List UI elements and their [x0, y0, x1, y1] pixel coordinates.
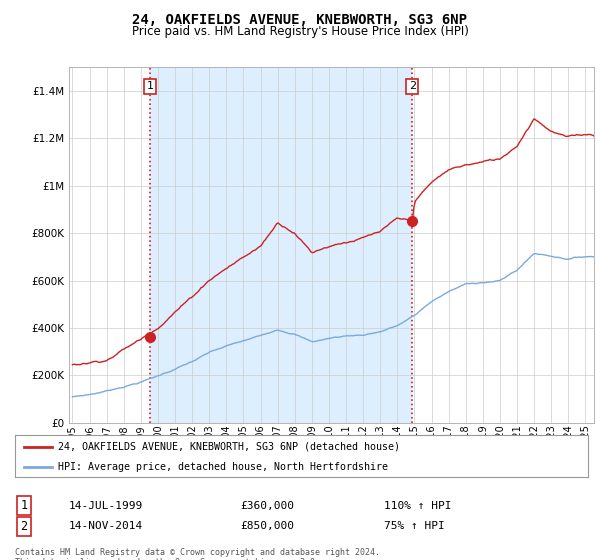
Text: 14-NOV-2014: 14-NOV-2014 [69, 521, 143, 531]
Text: 2: 2 [409, 81, 416, 91]
Bar [150, 67, 412, 423]
Text: 1: 1 [146, 81, 154, 91]
Text: HPI: Average price, detached house, North Hertfordshire: HPI: Average price, detached house, Nort… [58, 461, 388, 472]
Text: 24, OAKFIELDS AVENUE, KNEBWORTH, SG3 6NP: 24, OAKFIELDS AVENUE, KNEBWORTH, SG3 6NP [133, 13, 467, 27]
Text: 2: 2 [20, 520, 28, 533]
Text: 24, OAKFIELDS AVENUE, KNEBWORTH, SG3 6NP (detached house): 24, OAKFIELDS AVENUE, KNEBWORTH, SG3 6NP… [58, 442, 400, 452]
Text: 14-JUL-1999: 14-JUL-1999 [69, 501, 143, 511]
Text: £850,000: £850,000 [240, 521, 294, 531]
Text: Price paid vs. HM Land Registry's House Price Index (HPI): Price paid vs. HM Land Registry's House … [131, 25, 469, 38]
Text: £360,000: £360,000 [240, 501, 294, 511]
Text: Contains HM Land Registry data © Crown copyright and database right 2024.
This d: Contains HM Land Registry data © Crown c… [15, 548, 380, 560]
Text: 75% ↑ HPI: 75% ↑ HPI [384, 521, 445, 531]
Text: 110% ↑ HPI: 110% ↑ HPI [384, 501, 452, 511]
Text: 1: 1 [20, 499, 28, 512]
